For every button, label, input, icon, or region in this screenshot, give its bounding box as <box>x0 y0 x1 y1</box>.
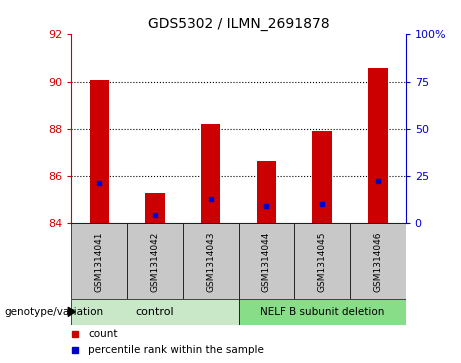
Text: genotype/variation: genotype/variation <box>5 307 104 317</box>
Bar <box>238 299 406 325</box>
Bar <box>350 223 406 299</box>
Text: control: control <box>136 307 174 317</box>
Text: count: count <box>88 329 118 339</box>
Text: GSM1314041: GSM1314041 <box>95 231 104 291</box>
Bar <box>238 223 294 299</box>
Title: GDS5302 / ILMN_2691878: GDS5302 / ILMN_2691878 <box>148 17 329 31</box>
Bar <box>201 124 220 223</box>
Text: GSM1314043: GSM1314043 <box>206 231 215 291</box>
Bar <box>294 223 350 299</box>
Bar <box>89 81 109 223</box>
Text: GSM1314045: GSM1314045 <box>318 231 327 291</box>
Bar <box>183 223 238 299</box>
Text: NELF B subunit deletion: NELF B subunit deletion <box>260 307 384 317</box>
Bar <box>127 223 183 299</box>
Text: GSM1314046: GSM1314046 <box>373 231 382 291</box>
FancyArrow shape <box>68 307 75 317</box>
Text: GSM1314042: GSM1314042 <box>150 231 160 291</box>
Text: GSM1314044: GSM1314044 <box>262 231 271 291</box>
Bar <box>313 131 332 223</box>
Bar <box>71 299 239 325</box>
Bar <box>368 68 388 223</box>
Text: percentile rank within the sample: percentile rank within the sample <box>88 345 264 355</box>
Bar <box>71 223 127 299</box>
Bar <box>257 161 276 223</box>
Bar <box>145 192 165 223</box>
